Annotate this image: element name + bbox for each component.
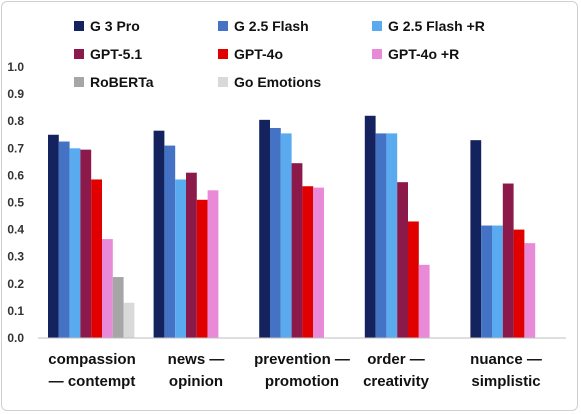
bar-gpt-5-1-2 (291, 163, 303, 338)
legend-label-g-2-5-flash: G 2.5 Flash (234, 18, 309, 34)
bar-g-2-5-flash-plusr-4 (492, 225, 503, 338)
x-category-label: news — (168, 351, 225, 368)
bars (48, 115, 536, 338)
legend-label-gpt-4o-plusr: GPT-4o +R (388, 46, 459, 62)
x-category-label: simplistic (471, 373, 540, 390)
x-category-label: creativity (363, 373, 430, 390)
bar-gpt-4o-plusr-4 (524, 243, 536, 338)
legend-swatch-gpt-4o (218, 49, 228, 59)
legend-label-g-3-pro: G 3 Pro (90, 18, 140, 34)
y-tick-label: 0.1 (7, 304, 24, 318)
bar-gpt-4o-plusr-2 (313, 187, 324, 338)
y-tick-label: 0.2 (7, 277, 24, 291)
y-tick-label: 0.6 (7, 168, 24, 182)
legend: G 3 Pro G 2.5 Flash G 2.5 Flash +R GPT-5.1 G… (74, 18, 485, 90)
bar-g-2-5-flash-plusr-3 (386, 133, 398, 338)
bar-g-2-5-flash-plusr-0 (69, 148, 81, 338)
bar-go-emotions-0 (123, 302, 135, 338)
legend-label-g-2-5-flash-plusr: G 2.5 Flash +R (388, 18, 485, 34)
bar-gpt-5-1-0 (80, 149, 92, 338)
y-tick-label: 0.7 (7, 141, 24, 155)
bar-g-3-pro-4 (470, 140, 482, 338)
y-axis: 0.0 0.1 0.2 0.3 0.4 0.5 0.6 0.7 0.8 0.9 1.0 (7, 60, 24, 345)
y-tick-label: 0.3 (7, 250, 24, 264)
legend-label-roberta: RoBERTa (90, 74, 154, 90)
x-category-label: prevention — (254, 351, 350, 368)
bar-g-2-5-flash-3 (375, 133, 387, 338)
bar-gpt-5-1-4 (502, 183, 514, 338)
bar-roberta-0 (112, 277, 124, 338)
bar-gpt-4o-plusr-1 (207, 190, 219, 338)
y-tick-label: 0.4 (7, 223, 24, 237)
bar-gpt-4o-1 (196, 199, 208, 338)
bar-g-3-pro-3 (364, 115, 376, 338)
legend-swatch-g-3-pro (74, 21, 84, 31)
bar-g-3-pro-1 (153, 130, 165, 338)
legend-swatch-roberta (74, 77, 84, 87)
legend-label-go-emotions: Go Emotions (234, 74, 321, 90)
bar-g-2-5-flash-plusr-2 (280, 133, 292, 338)
x-axis: compassion — contempt news — opinion prevent… (38, 337, 566, 390)
bar-gpt-4o-2 (302, 186, 314, 338)
legend-swatch-g-2-5-flash-plusr (372, 21, 382, 31)
y-tick-label: 0.8 (7, 114, 24, 128)
bar-gpt-4o-4 (513, 229, 525, 338)
bar-g-2-5-flash-2 (270, 127, 281, 338)
y-tick-label: 0.0 (7, 331, 24, 345)
x-category-label: compassion (48, 351, 136, 368)
bar-g-3-pro-2 (259, 119, 270, 338)
bar-g-2-5-flash-1 (164, 145, 176, 338)
y-tick-label: 0.5 (7, 196, 24, 210)
bar-gpt-4o-plusr-3 (418, 264, 430, 338)
bar-g-2-5-flash-4 (481, 225, 492, 338)
bar-gpt-5-1-1 (186, 172, 197, 338)
x-category-label: nuance — (470, 351, 542, 368)
bar-gpt-4o-0 (91, 179, 102, 338)
x-category-label: opinion (169, 373, 223, 390)
y-tick-label: 0.9 (7, 87, 24, 101)
x-category-label: order — (367, 351, 425, 368)
legend-label-gpt-4o: GPT-4o (234, 46, 283, 62)
legend-label-gpt-5-1: GPT-5.1 (90, 46, 142, 62)
bar-gpt-4o-3 (408, 221, 419, 338)
x-category-label: — contempt (49, 373, 136, 390)
bar-g-2-5-flash-plusr-1 (175, 179, 186, 338)
bar-gpt-4o-plusr-0 (102, 239, 113, 338)
legend-swatch-g-2-5-flash (218, 21, 228, 31)
bar-g-2-5-flash-0 (58, 141, 70, 338)
x-category-label: promotion (265, 373, 339, 390)
bar-gpt-5-1-3 (397, 182, 408, 338)
bar-g-3-pro-0 (48, 134, 59, 338)
legend-swatch-gpt-5-1 (74, 49, 84, 59)
legend-swatch-gpt-4o-plusr (372, 49, 382, 59)
y-tick-label: 1.0 (7, 60, 24, 74)
legend-swatch-go-emotions (218, 77, 228, 87)
